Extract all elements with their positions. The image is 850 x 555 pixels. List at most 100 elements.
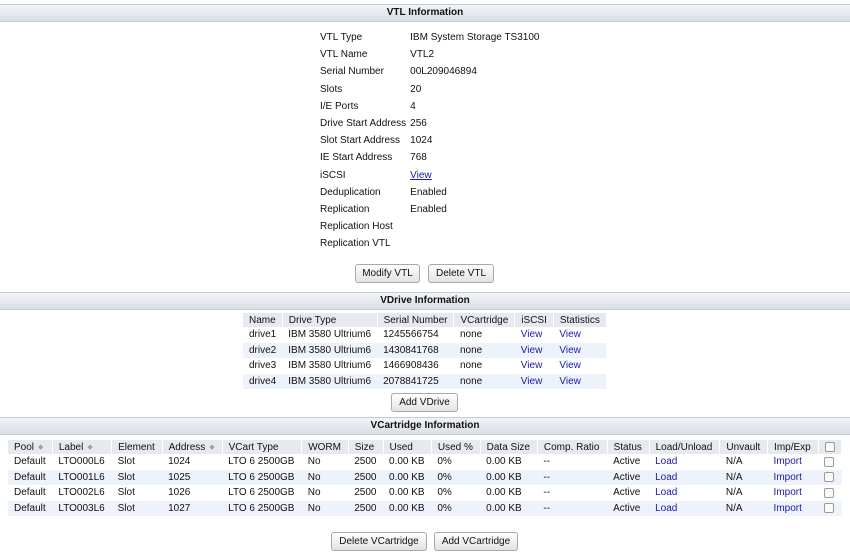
checkbox-icon[interactable] (824, 503, 835, 514)
vtl-field-label: IE Start Address (320, 152, 393, 164)
col-comp-ratio[interactable]: Comp. Ratio (537, 440, 608, 454)
table-row: drive1 IBM 3580 Ultrium6 1245566754 none… (243, 327, 606, 343)
vtl-field-row: Replication Enabled (318, 201, 541, 218)
col-worm[interactable]: WORM (301, 440, 349, 454)
drive-iscsi-view-link[interactable]: View (520, 375, 543, 387)
vtl-field-value: 768 (410, 152, 427, 164)
col-statistics[interactable]: Statistics (553, 313, 607, 327)
drive-stats-view-link[interactable]: View (559, 360, 581, 372)
drive-stats-view-link[interactable]: View (559, 375, 581, 387)
delete-vtl-button[interactable]: Delete VTL (428, 264, 494, 283)
col-name[interactable]: Name (243, 313, 283, 327)
drive-vcartridge: none (453, 342, 515, 358)
cart-address: 1026 (168, 487, 191, 499)
drive-vcartridge: none (459, 329, 483, 341)
cart-select-cell (818, 500, 842, 516)
cart-address: 1025 (162, 469, 223, 485)
col-vcartridge[interactable]: VCartridge (453, 313, 516, 327)
cart-impexp-cell: Import (768, 454, 818, 470)
cart-import-link[interactable]: Import (773, 502, 802, 514)
cart-select-cell (818, 469, 842, 485)
table-row: Default LTO003L6 Slot 1027 LTO 6 2500GB … (8, 500, 842, 516)
cart-worm: No (301, 500, 349, 516)
col-address[interactable]: Address ◆ (162, 440, 223, 454)
col-vcart-type[interactable]: VCart Type (222, 440, 303, 454)
col-pool[interactable]: Pool ◆ (8, 440, 53, 454)
col-status[interactable]: Status (607, 440, 650, 454)
vtl-field-row: Replication VTL (318, 235, 541, 252)
col-data-size[interactable]: Data Size (480, 440, 538, 454)
cart-label: LTO002L6 (58, 487, 105, 499)
drive-iscsi-view-link[interactable]: View (520, 329, 543, 341)
drive-stats-view-link[interactable]: View (559, 344, 581, 356)
checkbox-icon[interactable] (824, 487, 835, 498)
cart-import-link[interactable]: Import (773, 471, 802, 483)
drive-iscsi-view-link[interactable]: View (520, 344, 543, 356)
modify-vtl-button[interactable]: Modify VTL (355, 264, 420, 283)
drive-serial: 1430841768 (377, 342, 454, 358)
table-row: drive2 IBM 3580 Ultrium6 1430841768 none… (243, 342, 607, 358)
drive-stats-view-link[interactable]: View (559, 329, 581, 341)
drive-iscsi-view-link[interactable]: View (520, 360, 543, 372)
sort-arrows-icon[interactable]: ◆ (38, 443, 44, 451)
col-drive-type[interactable]: Drive Type (282, 313, 378, 327)
cart-used-pct: 0% (431, 500, 481, 516)
table-row: Default LTO000L6 Slot 1024 LTO 6 2500GB … (8, 454, 842, 470)
col-serial-number[interactable]: Serial Number (377, 313, 455, 327)
cart-type: LTO 6 2500GB (228, 487, 295, 499)
vtl-field-value: View (408, 167, 541, 184)
cart-import-link[interactable]: Import (773, 487, 802, 499)
cart-unvault: N/A (719, 469, 768, 485)
cart-worm: No (301, 469, 349, 485)
sort-arrows-icon[interactable]: ◆ (209, 443, 215, 451)
vtl-field-value: 20 (410, 83, 422, 95)
col-element[interactable]: Element (111, 440, 163, 454)
delete-vcartridge-button[interactable]: Delete VCartridge (331, 532, 427, 551)
drive-iscsi-cell: View (515, 358, 554, 374)
col-select-all[interactable] (818, 440, 843, 454)
table-row: drive4 IBM 3580 Ultrium6 2078841725 none… (243, 373, 607, 389)
col-unvault[interactable]: Unvault (719, 440, 769, 454)
vtl-field-label: iSCSI (320, 169, 346, 181)
iscsi-view-link[interactable]: View (410, 169, 432, 181)
cart-element: Slot (117, 487, 135, 499)
cart-import-link[interactable]: Import (773, 456, 802, 468)
vtl-field-label: Slot Start Address (320, 135, 401, 147)
drive-iscsi-cell: View (515, 327, 554, 343)
cart-used: 0.00 KB (389, 487, 425, 499)
col-label[interactable]: Label ◆ (52, 440, 113, 454)
cart-pool: Default (8, 469, 53, 485)
cart-load-link[interactable]: Load (655, 502, 678, 514)
cart-worm: No (307, 456, 321, 468)
vdrive-header-row: Name Drive Type Serial Number VCartridge… (243, 313, 607, 327)
col-imp-exp[interactable]: Imp/Exp (767, 440, 819, 454)
checkbox-icon[interactable] (824, 441, 835, 452)
checkbox-icon[interactable] (824, 456, 835, 467)
cart-status: Active (613, 487, 641, 499)
cart-load-link[interactable]: Load (655, 487, 678, 499)
sort-arrows-icon[interactable]: ◆ (87, 443, 93, 451)
drive-name: drive1 (249, 329, 277, 341)
cart-load-link[interactable]: Load (655, 456, 678, 468)
vtl-field-row: Serial Number 00L209046894 (318, 63, 541, 80)
vtl-field-label: Deduplication (320, 186, 381, 198)
cart-load-cell: Load (649, 469, 720, 485)
drive-stats-cell: View (553, 342, 607, 358)
col-iscsi[interactable]: iSCSI (514, 313, 554, 327)
vtl-field-row: VTL Name VTL2 (318, 46, 541, 63)
col-size[interactable]: Size (348, 440, 384, 454)
vtl-field-label: VTL Type (320, 32, 363, 44)
cart-unvault: N/A (725, 456, 743, 468)
cart-load-link[interactable]: Load (655, 471, 678, 483)
add-vdrive-button[interactable]: Add VDrive (391, 393, 458, 412)
col-load-unload[interactable]: Load/Unload (649, 440, 721, 454)
add-vcartridge-button[interactable]: Add VCartridge (434, 532, 518, 551)
cart-pool: Default (14, 456, 46, 468)
table-row: drive3 IBM 3580 Ultrium6 1466908436 none… (243, 358, 606, 374)
drive-stats-cell: View (553, 358, 606, 374)
drive-name: drive2 (243, 342, 283, 358)
col-used-pct[interactable]: Used % (431, 440, 481, 454)
vtl-field-row: Replication Host (318, 218, 541, 235)
checkbox-icon[interactable] (824, 472, 835, 483)
col-used[interactable]: Used (383, 440, 432, 454)
